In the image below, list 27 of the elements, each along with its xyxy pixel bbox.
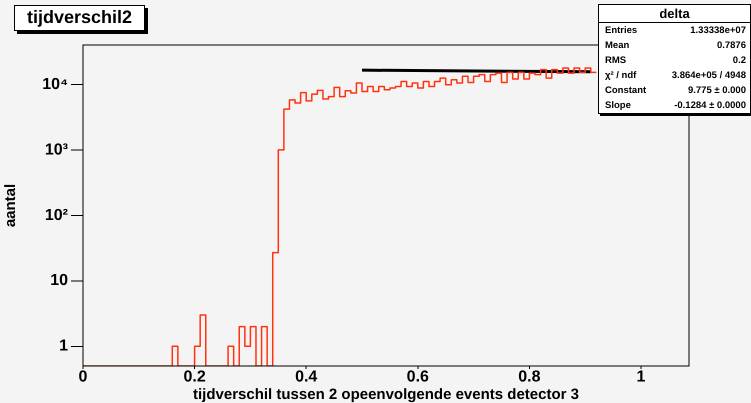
- x-tick-label: 1: [636, 368, 646, 386]
- x-tick-label: 0: [78, 368, 88, 386]
- annotation: -0.1284 ± 0.0000: [674, 100, 746, 111]
- annotation: χ² / ndf: [605, 70, 636, 81]
- x-tick-label: 0.8: [518, 368, 541, 386]
- y-tick-label: 10: [50, 272, 68, 290]
- y-tick-label: 10³: [44, 141, 68, 158]
- x-tick-label: 0.2: [183, 368, 206, 386]
- x-axis-title: tijdverschil tussen 2 opeenvolgende events detector 3: [193, 386, 579, 403]
- annotation: Mean: [605, 40, 630, 51]
- annotation: 3.864e+05 / 4948: [672, 70, 746, 81]
- text: 1.33338e+07: [690, 25, 746, 36]
- annotation: 9.775 ± 0.000: [688, 85, 746, 96]
- y-axis-title: aantal: [2, 184, 20, 228]
- annotation: Constant: [605, 85, 646, 96]
- chart-title: tijdverschil2: [14, 5, 146, 31]
- text: delta: [599, 5, 750, 23]
- annotation: RMS: [605, 55, 626, 66]
- y-tick-label: 1: [59, 338, 68, 355]
- annotation: Slope: [605, 100, 631, 111]
- text: 0.2: [732, 55, 746, 66]
- x-tick-label: 0.6: [406, 368, 430, 386]
- text: Entries: [605, 25, 638, 36]
- text: 0.7876: [716, 40, 746, 51]
- y-tick-label: 10²: [44, 206, 68, 224]
- y-tick-label: 10⁴: [42, 76, 68, 93]
- x-tick-label: 0.4: [295, 368, 318, 386]
